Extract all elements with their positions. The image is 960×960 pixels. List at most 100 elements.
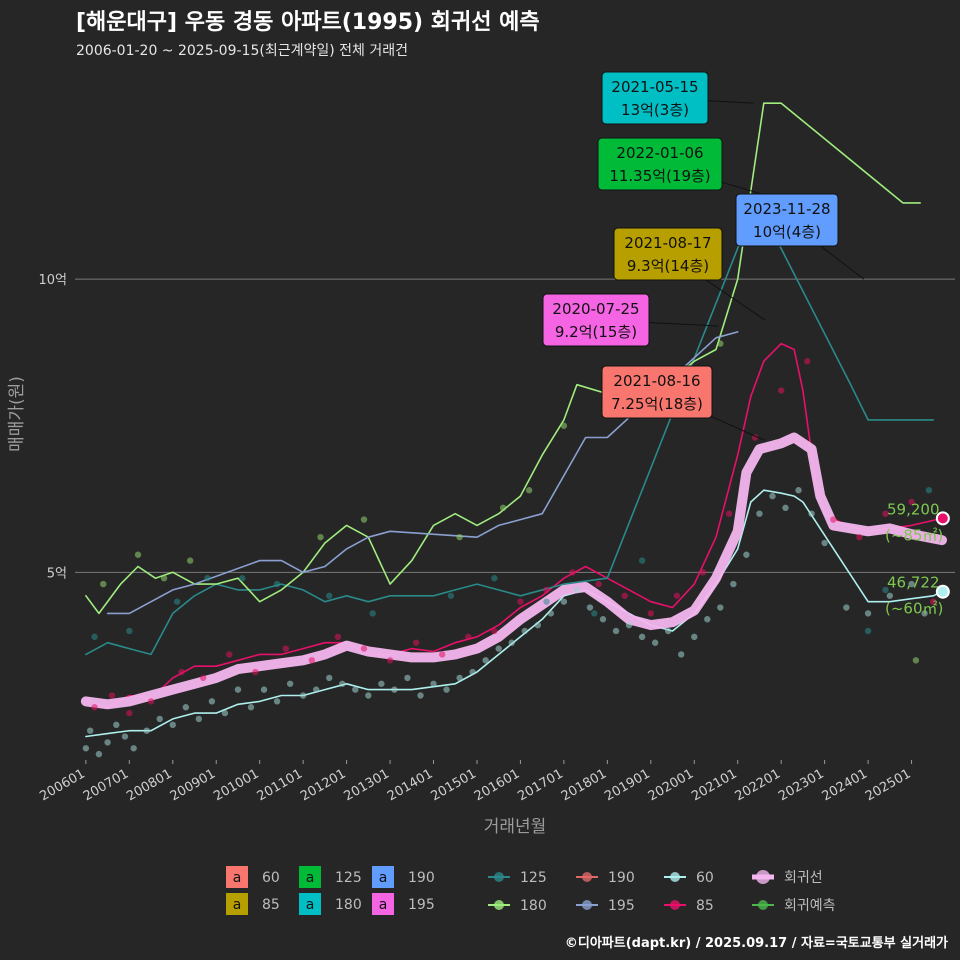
x-tick-label: 201401 [385,766,435,804]
scatter-point [365,692,372,699]
y-tick-label: 10억 [38,273,67,288]
legend-key-glyph: a [233,870,242,886]
scatter-point [339,680,346,687]
scatter-point [312,686,320,693]
scatter-point [226,651,233,658]
scatter-point [882,510,889,517]
x-tick-label: 202101 [689,766,739,804]
scatter-point [273,698,281,705]
scatter-point [126,627,133,635]
scatter-point [843,604,850,611]
legend-label: 180 [335,897,362,913]
scatter-point [378,680,385,687]
scatter-point [273,580,281,588]
x-tick-label: 202301 [776,766,826,804]
scatter-point [673,592,681,599]
end-label-area: (~85㎡) [885,526,943,544]
scatter-point [326,592,333,599]
scatter-point [777,387,785,394]
scatter-point [126,709,133,717]
annotation-date: 2021-08-16 [613,372,700,390]
scatter-point [743,551,750,558]
scatter-point [704,616,711,623]
scatter-point [108,692,116,699]
scatter-point [173,598,181,605]
scatter-point [525,487,533,494]
annotation-date: 2021-08-17 [624,234,711,252]
end-label-value: 59,200 [887,500,940,518]
end-label-value: 46,722 [887,574,940,592]
legend-dot-key [670,900,680,910]
scatter-point [647,610,655,617]
legend-dot-key [670,872,680,882]
legend-label: 회귀예측 [784,898,836,914]
x-tick-label: 201301 [342,766,392,804]
scatter-point [560,422,568,429]
y-axis-title: 매매가(원) [7,376,27,452]
scatter-point [404,674,411,682]
scatter-point [352,686,359,693]
scatter-point [317,533,324,541]
scatter-point [699,569,707,576]
scatter-point [186,557,194,564]
annotation-price: 11.35억(19층) [609,167,710,185]
scatter-point [921,610,928,617]
scatter-point [769,492,776,500]
scatter-point [469,668,476,676]
legend-label: 190 [608,870,635,886]
scatter-point [517,598,524,605]
x-tick-label: 202501 [863,766,913,804]
scatter-point [886,592,894,599]
x-tick-label: 201201 [298,766,348,804]
legend-key-glyph: a [233,897,242,913]
legend-label: 190 [408,870,435,886]
legend-key-fill [226,866,248,888]
scatter-point [199,674,207,682]
scatter-point [586,604,594,611]
scatter-point [195,715,203,723]
annotation-price: 9.2억(15층) [555,323,637,341]
legend-label: 회귀선 [784,870,823,886]
scatter-point [508,639,515,646]
scatter-point [182,704,190,711]
annotation-box [597,137,723,191]
scatter-point [830,516,837,523]
scatter-point [208,698,216,705]
legend-label: 60 [262,870,280,886]
scatter-point [439,651,446,658]
series-line-195 [106,331,739,615]
scatter-point [856,533,863,541]
scatter-point [691,633,698,641]
legend-key-glyph: a [306,897,315,913]
scatter-point [308,657,316,664]
y-tick-label: 5억 [47,566,67,581]
x-tick-label: 200801 [124,766,174,804]
legend-label: 195 [608,898,635,914]
scatter-point [591,610,598,617]
scatter-point [147,698,155,705]
scatter-point [360,516,368,523]
scatter-point [134,551,142,558]
scatter-point [678,651,685,658]
scatter-point [360,645,368,652]
scatter-point [908,580,915,588]
scatter-point [804,358,811,365]
scatter-point [573,586,581,594]
legend-key-glyph: a [306,870,315,886]
scatter-point [725,510,733,517]
legend-label: 125 [335,870,362,886]
end-marker [935,584,950,599]
annotation-date: 2022-01-06 [616,144,703,162]
legend-key-fill [299,893,321,915]
scatter-point [482,657,489,664]
x-axis-title: 거래년월 [484,817,547,837]
scatter-point [334,633,342,641]
series-line-60 [85,489,943,738]
scatter-point [795,487,802,494]
scatter-point [369,610,376,617]
scatter-point [412,639,420,646]
annotation-box [613,227,723,281]
series-line-회귀선 [80,432,947,710]
scatter-point [456,674,463,682]
x-tick-label: 202401 [820,766,870,804]
